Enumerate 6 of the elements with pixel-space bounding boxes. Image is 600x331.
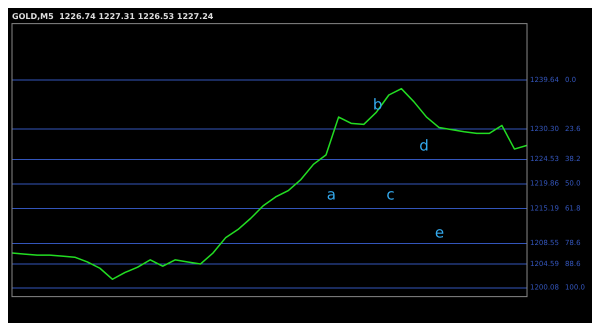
annotation: a (326, 185, 336, 204)
chart-title: GOLD,M5 1226.74 1227.31 1226.53 1227.24 (12, 12, 214, 21)
annotation: e (434, 224, 444, 242)
annotation: d (419, 136, 429, 154)
annotation: c (386, 185, 395, 204)
annotation: b (372, 95, 382, 114)
